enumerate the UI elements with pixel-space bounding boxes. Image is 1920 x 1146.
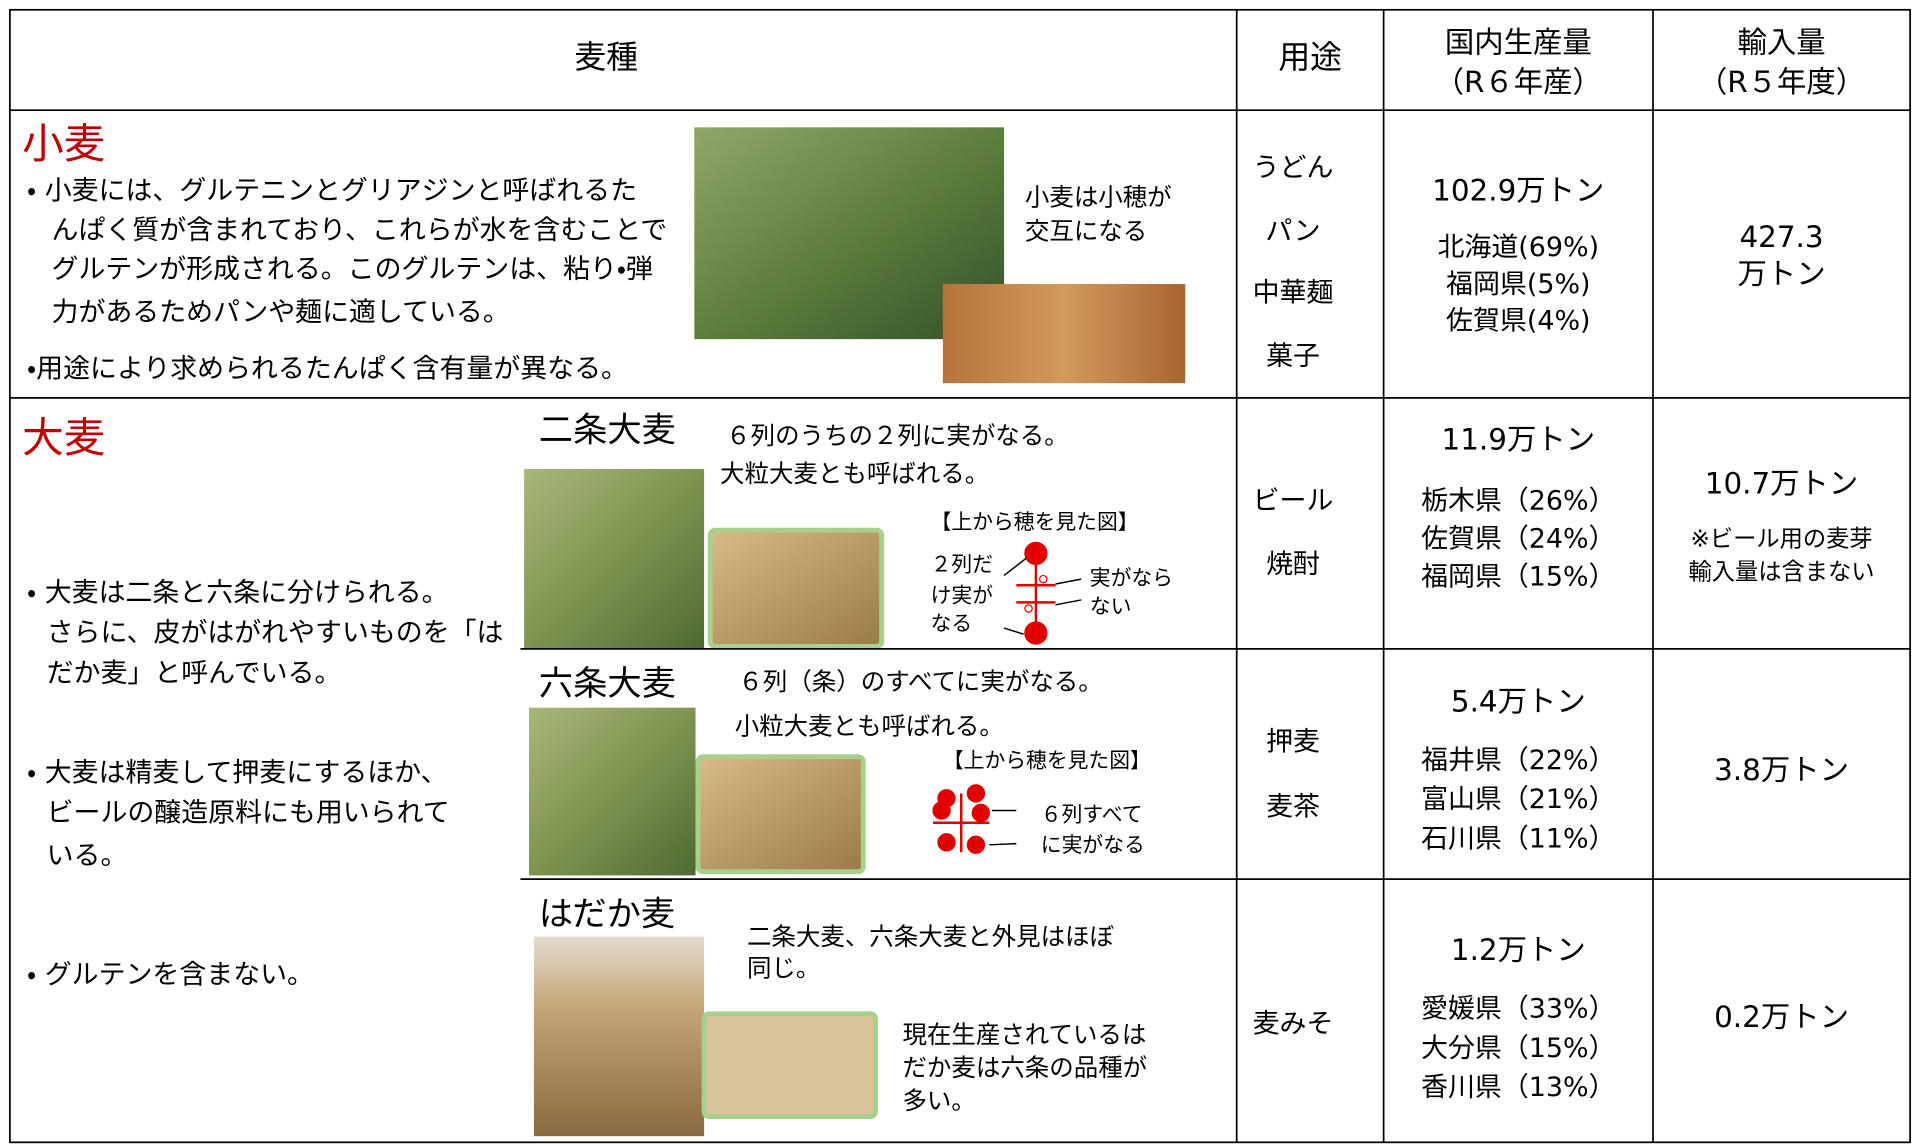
bullet-text: ・ 小麦には、グルテニンとグリアジンと呼ばれるた bbox=[27, 176, 637, 207]
use: 麦みそ bbox=[1253, 1008, 1334, 1039]
bullet-text: んぱく質が含まれており、これらが水を含むことで bbox=[52, 215, 668, 246]
production-total: 1.2万トン bbox=[1451, 933, 1586, 967]
header-production: 国内生産量 bbox=[1445, 26, 1592, 60]
production-total: 11.9万トン bbox=[1442, 422, 1596, 456]
use: 焼酎 bbox=[1266, 549, 1320, 580]
production-region: 福岡県(5%) bbox=[1446, 269, 1590, 300]
bullet-text: ・ 大麦は精麦して押麦にするほか、 bbox=[27, 757, 447, 788]
six-row-arrows bbox=[989, 809, 1017, 846]
six-row-diagram bbox=[932, 784, 990, 854]
diagram-label: ６列すべて bbox=[1041, 802, 1143, 826]
use: ビール bbox=[1253, 485, 1334, 516]
bullet-text: 力があるためパンや麺に適している。 bbox=[52, 297, 510, 328]
production-region: 佐賀県（24%） bbox=[1421, 523, 1615, 554]
production-region: 大分県（15%） bbox=[1421, 1033, 1615, 1064]
table-grid bbox=[9, 8, 1911, 1144]
imports: 427.3 bbox=[1739, 220, 1823, 254]
production-region: 石川県（11%） bbox=[1421, 823, 1615, 854]
two-row-arrows bbox=[1003, 557, 1082, 635]
production-total: 5.4万トン bbox=[1451, 684, 1586, 718]
use: 菓子 bbox=[1266, 341, 1320, 372]
production-region: 香川県（13%） bbox=[1421, 1072, 1615, 1103]
variety-note: 現在生産されているは bbox=[902, 1020, 1146, 1049]
bullet-text: さらに、皮がはがれやすいものを「は bbox=[47, 618, 504, 649]
production-total: 102.9万トン bbox=[1432, 174, 1604, 208]
variety-name: 六条大麦 bbox=[539, 664, 676, 704]
imports: 万トン bbox=[1737, 257, 1825, 291]
bullet-text: ・用途により求められるたんぱく含有量が異なる。 bbox=[27, 353, 628, 384]
production-region: 栃木県（26%） bbox=[1421, 485, 1615, 516]
diagram-title: 【上から穂を見た図】 bbox=[931, 510, 1139, 534]
diagram-title: 【上から穂を見た図】 bbox=[943, 749, 1151, 773]
header-imports: （R５年度） bbox=[1698, 65, 1865, 99]
use: うどん bbox=[1253, 152, 1334, 183]
six-row-grain-photo bbox=[695, 754, 866, 875]
diagram-label: 実がなら bbox=[1090, 566, 1173, 590]
bullet-text: いる。 bbox=[47, 841, 128, 872]
variety-description: 小粒大麦とも呼ばれる。 bbox=[735, 711, 1004, 740]
bullet-text: ・ 大麦は二条と六条に分けられる。 bbox=[27, 577, 449, 608]
diagram-label: なる bbox=[931, 611, 973, 635]
diagram-label: に実がなる bbox=[1041, 833, 1145, 857]
variety-name: はだか麦 bbox=[539, 894, 675, 934]
variety-note: 多い。 bbox=[902, 1086, 975, 1115]
production-region: 愛媛県（33%） bbox=[1421, 994, 1615, 1025]
diagram-label: ２列だ bbox=[931, 553, 993, 577]
variety-description: ６列のうちの２列に実がなる。 bbox=[726, 421, 1069, 450]
variety-note: だか麦は六条の品種が bbox=[902, 1053, 1147, 1082]
diagram-label: け実が bbox=[931, 583, 994, 607]
production-region: 佐賀県(4%) bbox=[1446, 306, 1590, 337]
photo-caption: 交互になる bbox=[1025, 217, 1147, 246]
variety-description: ６列（条）のすべてに実がなる。 bbox=[738, 667, 1102, 696]
two-row-photo bbox=[524, 468, 705, 649]
variety-description: 同じ。 bbox=[747, 954, 820, 983]
species-name: 大麦 bbox=[22, 413, 105, 462]
imports: 10.7万トン bbox=[1705, 466, 1859, 500]
imports: 0.2万トン bbox=[1714, 1000, 1849, 1034]
six-row-photo bbox=[529, 707, 696, 876]
header-production: （R６年産） bbox=[1435, 65, 1602, 99]
bullet-text: ・ グルテンを含まない。 bbox=[27, 959, 314, 990]
imports: 3.8万トン bbox=[1714, 753, 1849, 787]
species-name: 小麦 bbox=[22, 119, 105, 168]
use: 中華麺 bbox=[1253, 277, 1334, 308]
use: 麦茶 bbox=[1266, 792, 1320, 823]
wheat-grain-photo bbox=[942, 284, 1186, 384]
use: パン bbox=[1265, 216, 1320, 247]
header-uses: 用途 bbox=[1278, 38, 1342, 76]
bullet-text: グルテンが形成される。このグルテンは、粘り・弾 bbox=[52, 254, 653, 285]
header-imports: 輸入量 bbox=[1737, 26, 1825, 60]
use: 押麦 bbox=[1266, 727, 1320, 758]
production-region: 北海道(69%) bbox=[1437, 232, 1599, 263]
variety-description: 二条大麦、六条大麦と外見はほぼ bbox=[747, 922, 1114, 951]
variety-description: 大粒大麦とも呼ばれる。 bbox=[720, 459, 989, 488]
two-row-diagram bbox=[1016, 541, 1056, 645]
bullet-text: だか麦」と呼んでいる。 bbox=[47, 658, 342, 689]
photo-caption: 小麦は小穂が bbox=[1025, 182, 1172, 211]
naked-barley-grain-photo bbox=[701, 1011, 878, 1120]
production-region: 富山県（21%） bbox=[1421, 784, 1615, 815]
imports-note: ※ビール用の麦芽 bbox=[1690, 525, 1872, 552]
header-species: 麦種 bbox=[574, 38, 638, 76]
bullet-text: ビールの醸造原料にも用いられて bbox=[47, 798, 450, 829]
variety-name: 二条大麦 bbox=[539, 411, 676, 451]
naked-barley-photo bbox=[533, 936, 705, 1137]
production-region: 福岡県（15%） bbox=[1421, 561, 1615, 592]
two-row-grain-photo bbox=[707, 527, 885, 649]
production-region: 福井県（22%） bbox=[1421, 745, 1615, 776]
diagram-label: ない bbox=[1090, 594, 1132, 618]
imports-note: 輸入量は含まない bbox=[1689, 559, 1875, 586]
